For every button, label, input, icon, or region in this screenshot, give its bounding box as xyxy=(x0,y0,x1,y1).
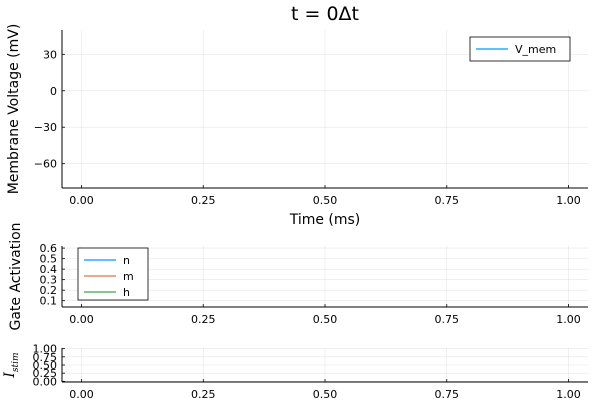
x-tick-label: 0.75 xyxy=(435,388,460,400)
y-tick-label: 0.3 xyxy=(40,274,58,287)
legend: nmh xyxy=(77,247,149,301)
x-tick-label: 1.00 xyxy=(556,194,581,207)
legend: V_mem xyxy=(469,36,571,62)
y-axis-label-subscript: stim xyxy=(11,352,21,372)
y-tick-label: 0.4 xyxy=(40,263,58,276)
x-tick-label: 1.00 xyxy=(556,313,581,326)
y-tick-label: 30 xyxy=(43,48,57,61)
chart-panel-2: 0.00 0.25 0.50 0.75 1.00 0.60.50.40.30.20.1 Ga… xyxy=(8,222,588,331)
y-tick-label: 0.1 xyxy=(40,295,58,308)
y-tick-label: 0.50 xyxy=(33,359,58,372)
y-tick-label: 1.00 xyxy=(33,343,58,356)
chart-panel-3: 0.00 0.25 0.50 0.75 1.001.000.750.500.250.00… xyxy=(2,343,588,400)
chart-title: t = 0Δt xyxy=(291,3,359,25)
x-tick-label: 0.00 xyxy=(69,388,94,400)
x-tick-label: 1.00 xyxy=(556,388,581,400)
x-tick-label: 0.00 xyxy=(69,313,94,326)
x-tick-label: 0.25 xyxy=(191,194,216,207)
y-tick-label: 0.00 xyxy=(33,375,58,388)
y-tick-label: 0.6 xyxy=(40,242,58,255)
x-tick-label: 0.75 xyxy=(435,313,460,326)
x-tick-label: 0.50 xyxy=(313,313,338,326)
x-tick-label: 0.25 xyxy=(191,313,216,326)
y-axis-label-main: I xyxy=(2,372,18,379)
x-tick-label: 0.00 xyxy=(69,194,94,207)
x-tick-label: 0.50 xyxy=(313,388,338,400)
legend-box xyxy=(77,247,149,301)
y-tick-label: 0.5 xyxy=(40,253,58,266)
y-tick-label: 0.25 xyxy=(33,367,58,380)
x-axis-label: Time (ms) xyxy=(289,212,361,228)
y-tick-label: 0.75 xyxy=(33,351,58,364)
legend-label-h: h xyxy=(123,286,130,299)
x-tick-label: 0.25 xyxy=(191,388,216,400)
y-axis-label: Gate Activation xyxy=(8,222,24,330)
x-tick-label: 0.75 xyxy=(435,194,460,207)
chart-panel-1: 0.00 0.25 0.50 0.75 1.00 30 0 −30 −60 t = 0Δt Time… xyxy=(6,3,588,228)
legend-label-m: m xyxy=(123,270,134,283)
y-tick-label: 0 xyxy=(50,85,57,98)
y-axis-label: Membrane Voltage (mV) xyxy=(6,24,22,195)
y-tick-label: −60 xyxy=(34,158,57,171)
legend-label-V_mem: V_mem xyxy=(515,43,556,56)
y-tick-label: −30 xyxy=(34,121,57,134)
y-tick-label: 0.2 xyxy=(40,284,58,297)
y-axis-label: Istim xyxy=(2,352,21,378)
legend-label-n: n xyxy=(123,254,130,267)
x-tick-label: 0.50 xyxy=(313,194,338,207)
